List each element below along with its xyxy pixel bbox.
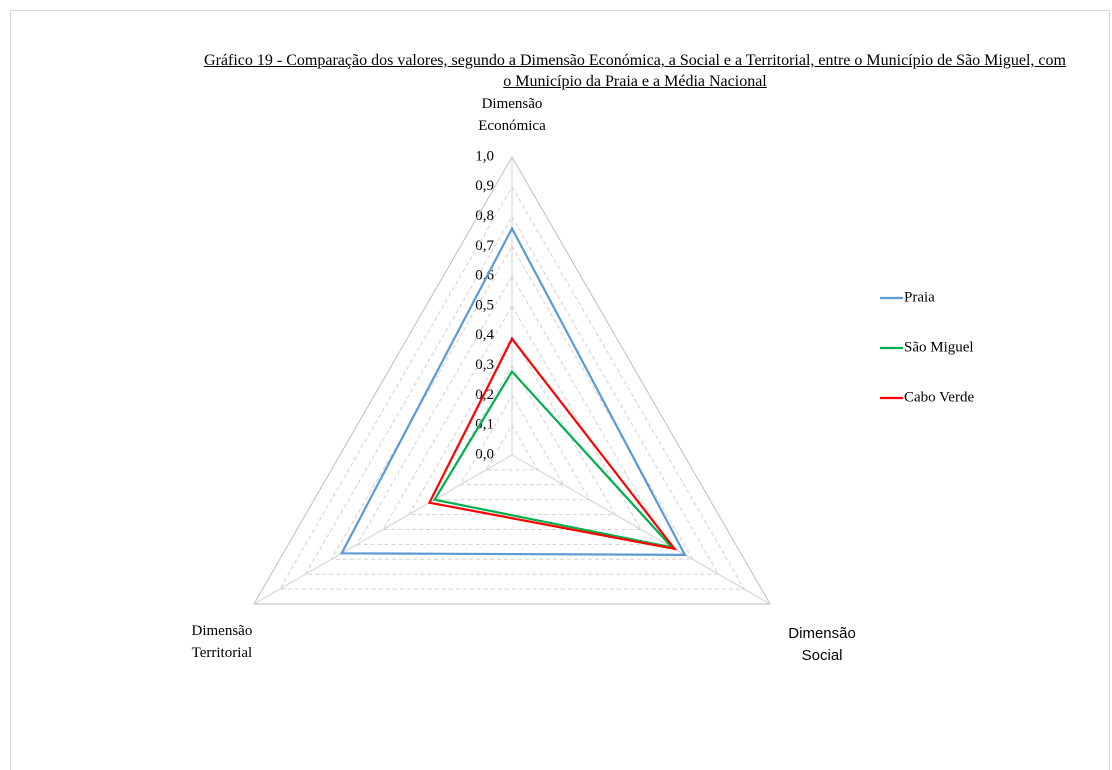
axis-spoke [253, 454, 513, 605]
grid-line [459, 394, 565, 486]
category-label: Dimensão Social [788, 625, 856, 664]
series-line [339, 226, 687, 556]
grid-line [278, 185, 746, 590]
grid-line [382, 304, 642, 530]
grid-line [433, 364, 591, 501]
y-tick-label: 0,5 [475, 297, 494, 313]
y-tick-label: 0,4 [475, 327, 494, 343]
y-tick-label: 0,9 [475, 178, 494, 194]
grid-line [253, 155, 771, 605]
y-tick-label: 1,0 [475, 148, 494, 164]
grid-line [356, 275, 668, 545]
series-line [427, 336, 678, 551]
legend-label: São Miguel [904, 339, 974, 355]
frame [10, 10, 1110, 770]
grid-line [485, 424, 539, 471]
grid-line [304, 215, 720, 575]
y-tick-label: 0,3 [475, 357, 494, 373]
chart-title: Gráfico 19 - Comparação dos valores, seg… [204, 52, 1066, 90]
category-label: Dimensão Económica [478, 96, 546, 134]
axis-spoke [511, 454, 771, 605]
category-label: Dimensão Territorial [192, 623, 253, 661]
y-tick-label: 0,7 [475, 238, 494, 254]
series-line [432, 369, 676, 550]
legend-label: Praia [904, 289, 935, 305]
y-tick-label: 0,1 [475, 417, 494, 433]
legend-label: Cabo Verde [904, 389, 974, 405]
